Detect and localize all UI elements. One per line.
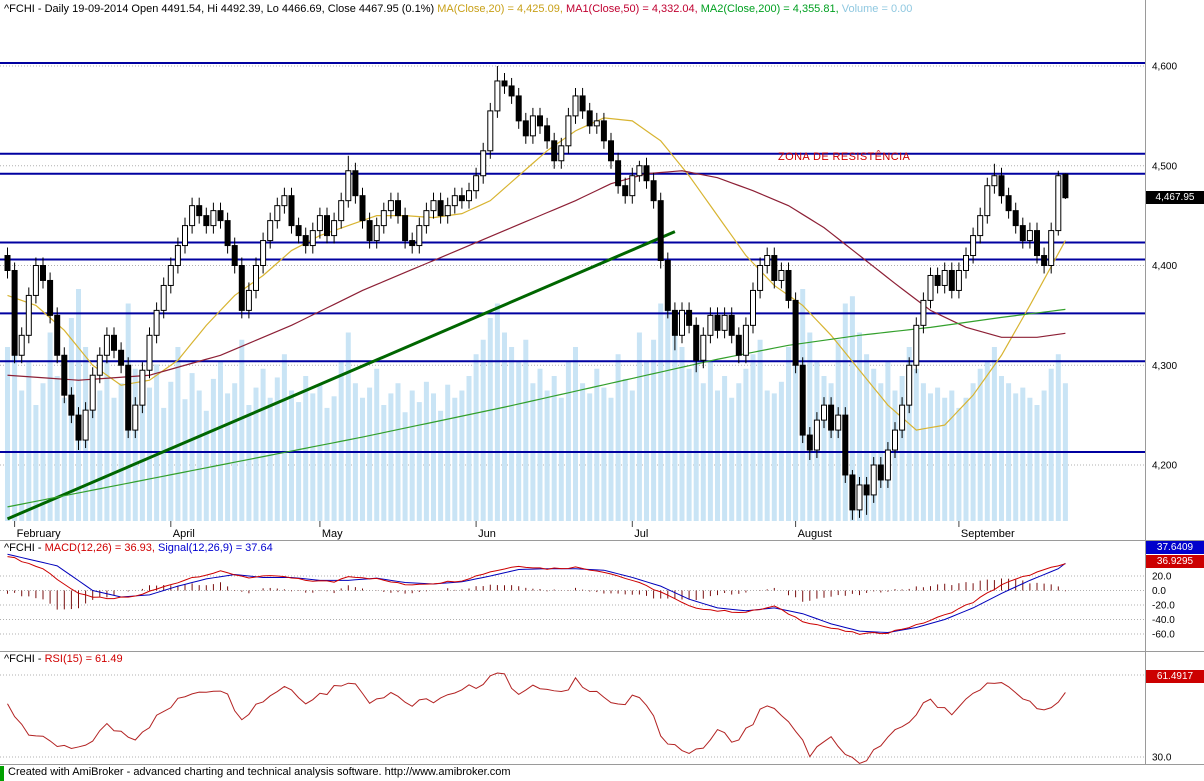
svg-text:4,600: 4,600 — [1152, 62, 1177, 73]
footer-accent-block — [0, 766, 4, 781]
x-axis-labels: February April May Jun Jul August September — [14, 521, 1015, 540]
resistance-zone-annotation: ZONA DE RESISTÊNCIA — [778, 151, 911, 163]
price-pane-title: ^FCHI - Daily 19-09-2014 Open 4491.54, H… — [4, 3, 912, 15]
macd-histogram — [7, 578, 1066, 610]
svg-text:0.0: 0.0 — [1152, 586, 1166, 597]
rsi-title-value: RSI(15) = 61.49 — [44, 653, 123, 665]
macd-grid: 20.0 0.0 -20.0 -40.0 -60.0 — [0, 572, 1175, 641]
price-title-ma20: MA(Close,20) = 4,425.09, — [437, 3, 566, 15]
svg-text:August: August — [798, 528, 832, 540]
svg-text:February: February — [17, 528, 62, 540]
macd-title-macd: MACD(12,26) = 36.93, — [44, 542, 159, 554]
footer-credit-text: Created with AmiBroker - advanced charti… — [8, 766, 511, 778]
price-title-volume: Volume = 0.00 — [841, 3, 913, 15]
svg-text:September: September — [961, 528, 1015, 540]
svg-text:-60.0: -60.0 — [1152, 630, 1175, 641]
support-resistance-lines — [0, 62, 1145, 454]
macd-title-symbol: ^FCHI - — [4, 542, 45, 554]
svg-text:Jul: Jul — [634, 528, 648, 540]
ma20-line — [7, 117, 1066, 431]
ma200-line — [7, 308, 1066, 508]
candlestick-series — [4, 66, 1069, 520]
svg-text:-40.0: -40.0 — [1152, 615, 1175, 626]
svg-text:-20.0: -20.0 — [1152, 601, 1175, 612]
price-title-ohlc: ^FCHI - Daily 19-09-2014 Open 4491.54, H… — [4, 3, 438, 15]
price-title-ma50: MA1(Close,50) = 4,332.04, — [565, 3, 701, 15]
macd-value-label: 36.9295 — [1146, 555, 1204, 568]
price-title-ma200: MA2(Close,200) = 4,355.81, — [700, 3, 842, 15]
svg-text:30.0: 30.0 — [1152, 753, 1172, 764]
svg-text:4,200: 4,200 — [1152, 461, 1177, 472]
svg-text:4,300: 4,300 — [1152, 361, 1177, 372]
macd-signal-line — [7, 553, 1066, 634]
svg-text:4,500: 4,500 — [1152, 161, 1177, 172]
price-y-axis-labels: 4,600 4,500 4,400 4,300 4,200 — [1152, 62, 1177, 472]
rsi-line — [7, 672, 1066, 764]
footer-bar: Created with AmiBroker - advanced charti… — [0, 766, 1204, 781]
ma50-line — [7, 170, 1066, 381]
signal-value-label: 37.6409 — [1146, 541, 1204, 554]
rsi-grid: 30.0 — [0, 674, 1172, 764]
svg-text:May: May — [322, 528, 343, 540]
svg-text:Jun: Jun — [478, 528, 496, 540]
pane-separators — [0, 0, 1204, 765]
rsi-value-label: 61.4917 — [1146, 670, 1204, 683]
svg-text:April: April — [173, 528, 195, 540]
macd-pane-title: ^FCHI - MACD(12,26) = 36.93, Signal(12,2… — [4, 542, 273, 554]
rsi-title-symbol: ^FCHI - — [4, 653, 45, 665]
rsi-pane-title: ^FCHI - RSI(15) = 61.49 — [4, 653, 123, 665]
macd-line — [7, 556, 1066, 635]
last-price-label: 4,467.95 — [1146, 191, 1204, 204]
macd-title-signal: Signal(12,26,9) = 37.64 — [158, 542, 273, 554]
svg-text:20.0: 20.0 — [1152, 572, 1172, 583]
trendline — [6, 230, 676, 521]
svg-text:4,400: 4,400 — [1152, 261, 1177, 272]
